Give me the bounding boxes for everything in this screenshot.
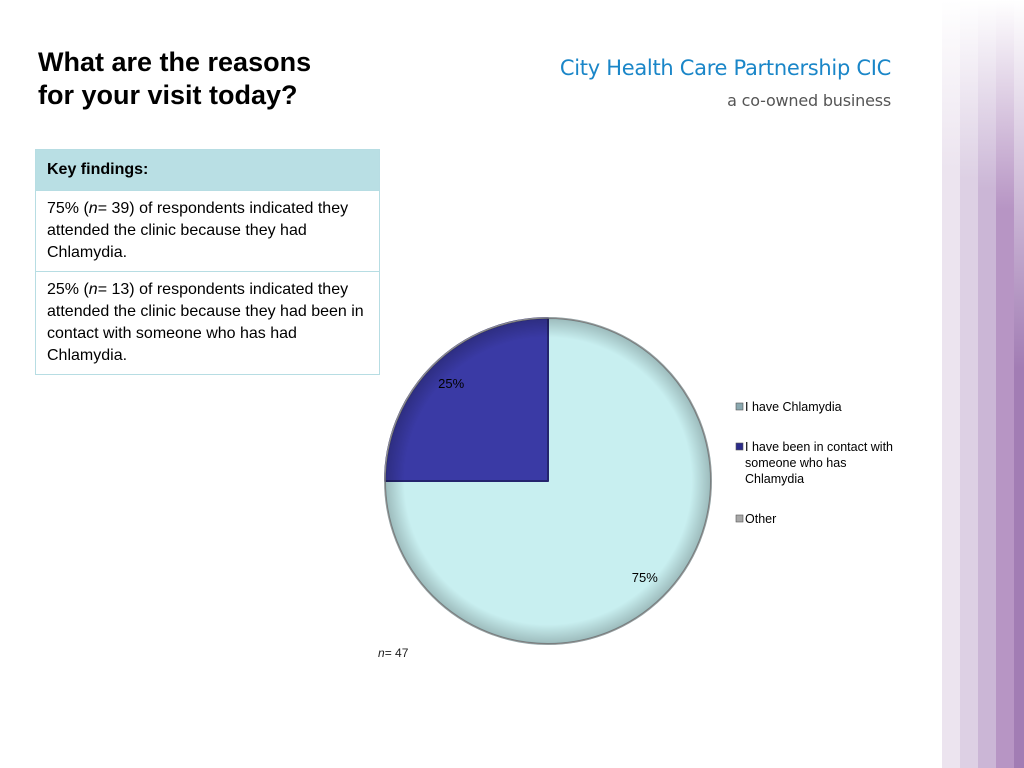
finding-text: = 13) of respondents indicated they atte… — [47, 281, 364, 364]
finding-row: 75% (n= 39) of respondents indicated the… — [35, 190, 380, 272]
finding-n-label: n — [88, 281, 98, 298]
finding-pct: 25% ( — [47, 281, 89, 298]
decorative-bar — [996, 0, 1016, 768]
key-findings-header: Key findings: — [35, 149, 380, 191]
finding-cell: 25% (n= 13) of respondents indicated the… — [35, 271, 380, 375]
key-findings-table: Key findings: 75% (n= 39) of respondents… — [35, 149, 380, 375]
legend-label: Other — [745, 512, 776, 526]
legend-swatch — [735, 514, 744, 523]
finding-row: 25% (n= 13) of respondents indicated the… — [35, 271, 380, 375]
decorative-bar — [960, 0, 980, 768]
slide-title-line-2: for your visit today? — [38, 80, 298, 110]
finding-pct: 75% ( — [47, 200, 89, 217]
finding-cell: 75% (n= 39) of respondents indicated the… — [35, 190, 380, 272]
pie-data-label: 25% — [438, 376, 464, 391]
chart-legend: I have Chlamydia I have been in contact w… — [735, 400, 893, 526]
decorative-bar — [978, 0, 998, 768]
decorative-bar — [1014, 0, 1024, 768]
company-logo: City Health Care Partnership CIC a co-ow… — [560, 54, 891, 113]
slide-title: What are the reasons for your visit toda… — [38, 46, 358, 112]
sample-size-value: = 47 — [385, 646, 409, 660]
decorative-bar — [942, 0, 962, 768]
slide-title-line-1: What are the reasons — [38, 47, 312, 77]
finding-text: = 39) of respondents indicated they atte… — [47, 200, 349, 261]
pie-rim-shading — [385, 318, 711, 644]
legend-label: I have Chlamydia — [745, 400, 842, 414]
decorative-side-bars — [942, 0, 1024, 768]
sample-size-note: n= 47 — [378, 646, 409, 660]
legend-label: I have been in contact with — [745, 440, 893, 454]
legend-swatch — [735, 442, 744, 451]
legend-label: someone who has — [745, 456, 846, 470]
key-findings-header-row: Key findings: — [35, 149, 380, 191]
logo-name: City Health Care Partnership CIC — [559, 56, 891, 80]
pie-data-labels: 75% 25% — [438, 376, 658, 585]
legend-label: Chlamydia — [745, 472, 804, 486]
sample-size-n: n — [378, 646, 385, 660]
legend-swatch — [735, 402, 744, 411]
logo-tagline: a co-owned business — [727, 91, 891, 110]
pie-data-label: 75% — [632, 570, 658, 585]
finding-n-label: n — [88, 200, 98, 217]
